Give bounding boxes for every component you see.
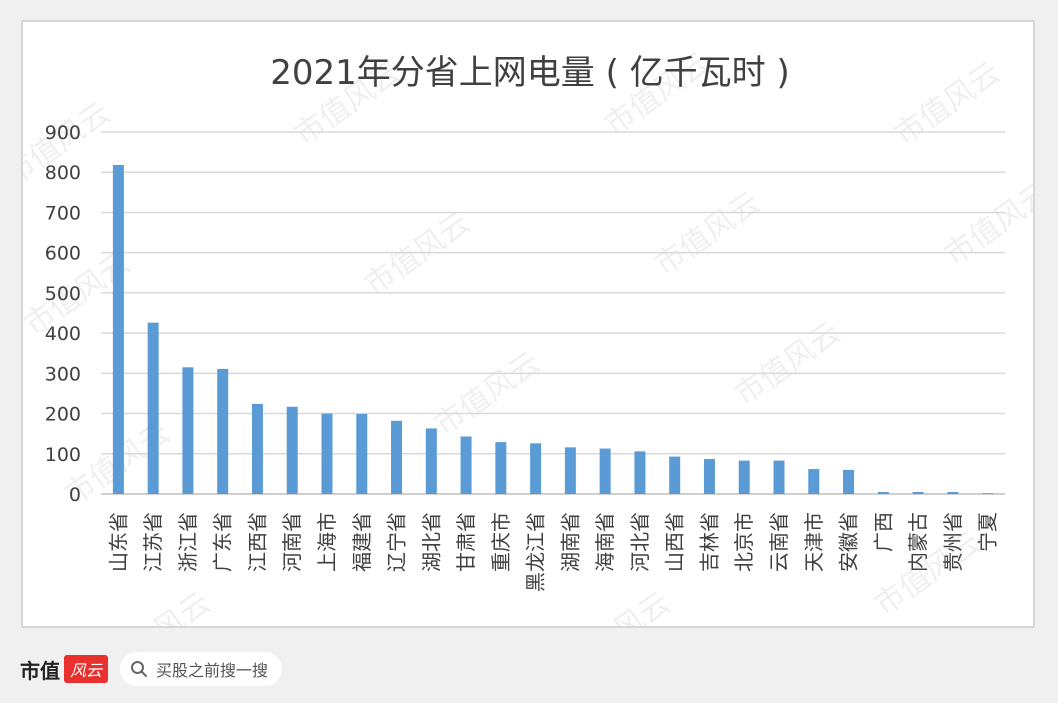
bar (147, 322, 159, 494)
x-tick-label: 上海市 (315, 512, 339, 572)
bar (530, 443, 542, 494)
x-tick-label: 河北省 (628, 512, 652, 572)
bar (425, 428, 437, 494)
bar (112, 164, 124, 494)
x-tick-label: 辽宁省 (385, 512, 409, 572)
x-tick-label: 福建省 (350, 512, 374, 572)
y-tick-label: 100 (45, 444, 81, 466)
watermark-text: 市值风云 (428, 345, 546, 442)
watermark-text: 市值风云 (358, 205, 476, 302)
x-tick-label: 黑龙江省 (524, 512, 548, 592)
x-tick-label: 广西 (871, 512, 895, 552)
x-tick-label: 河南省 (280, 512, 304, 572)
y-tick-label: 500 (45, 283, 81, 305)
bar (947, 491, 959, 494)
x-tick-label: 江西省 (245, 512, 269, 572)
bar (738, 460, 750, 494)
x-tick-label: 北京市 (732, 512, 756, 572)
x-tick-label: 宁夏 (976, 512, 1000, 552)
bar (286, 406, 298, 494)
bar (773, 460, 785, 494)
watermark-text: 市值风云 (98, 585, 216, 626)
watermark-text: 市值风云 (648, 185, 766, 282)
bar (182, 367, 194, 494)
brand-logo-badge: 风云 (64, 655, 109, 683)
x-tick-label: 贵州省 (941, 512, 965, 572)
footer-bar: 市值 风云 买股之前搜一搜 (20, 650, 283, 688)
x-tick-label: 山西省 (663, 512, 687, 572)
bar (217, 368, 229, 494)
x-tick-label: 安徽省 (837, 512, 861, 572)
x-tick-label: 天津市 (802, 512, 826, 572)
x-tick-label: 吉林省 (697, 512, 721, 572)
y-axis-ticks: 0 100 200 300 400 500 600 700 800 900 (45, 122, 81, 506)
bar (564, 447, 576, 494)
gridlines (101, 131, 1005, 495)
watermark-text: 市值风云 (728, 315, 846, 412)
x-tick-label: 浙江省 (176, 512, 200, 572)
search-icon (131, 661, 148, 677)
y-tick-label: 300 (45, 363, 81, 385)
x-tick-label: 湖北省 (419, 512, 443, 572)
chart-frame: 市值风云 市值风云 市值风云 市值风云 市值风云 市值风云 市值风云 市值风云 市值风云 市值风云… (21, 20, 1035, 628)
bar (356, 413, 368, 494)
y-tick-label: 600 (45, 243, 81, 265)
x-tick-label: 海南省 (593, 512, 617, 572)
bar (703, 459, 715, 494)
y-tick-label: 900 (45, 122, 81, 144)
bars (112, 164, 994, 494)
bar (669, 456, 681, 494)
bar (982, 493, 994, 494)
watermark-text: 市值风云 (558, 585, 676, 626)
chart-title: 2021年分省上网电量 ( 亿千瓦时 ) (270, 53, 789, 93)
x-tick-label: 甘肃省 (454, 512, 478, 572)
x-tick-label: 广东省 (211, 512, 235, 572)
bar (321, 413, 333, 494)
y-tick-label: 200 (45, 404, 81, 426)
x-tick-label: 山东省 (106, 512, 130, 572)
watermark-text: 市值风云 (938, 175, 1033, 272)
bar (495, 442, 507, 494)
watermark-text: 市值风云 (888, 55, 1006, 152)
bar (843, 469, 855, 494)
x-tick-label: 云南省 (767, 512, 791, 572)
bar (877, 491, 889, 494)
bar (460, 436, 472, 494)
y-tick-label: 0 (69, 484, 81, 506)
bar (634, 451, 646, 494)
y-tick-label: 400 (45, 323, 81, 345)
search-button[interactable]: 买股之前搜一搜 (120, 652, 283, 686)
search-text: 买股之前搜一搜 (156, 661, 269, 680)
bar (391, 420, 403, 494)
brand-name: 市值 (20, 658, 60, 683)
bar (251, 403, 263, 494)
bar (599, 448, 611, 494)
y-tick-label: 700 (45, 202, 81, 224)
x-tick-label: 内蒙古 (906, 512, 930, 572)
bar (912, 491, 924, 494)
x-tick-label: 重庆市 (489, 512, 513, 572)
bar (808, 469, 820, 494)
x-tick-label: 江苏省 (141, 512, 165, 572)
x-axis-labels: 山东省 江苏省 浙江省 广东省 江西省 河南省 上海市 福建省 辽宁省 湖北省 甘肃省 重庆市 黑龙江省… (106, 512, 999, 592)
x-tick-label: 湖南省 (558, 512, 582, 572)
y-tick-label: 800 (45, 162, 81, 184)
